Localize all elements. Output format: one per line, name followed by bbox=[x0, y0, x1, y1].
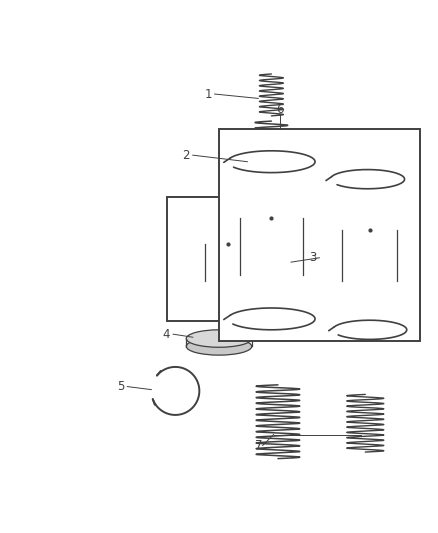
Text: 7: 7 bbox=[254, 439, 262, 452]
Text: 5: 5 bbox=[117, 380, 124, 393]
Ellipse shape bbox=[191, 207, 265, 226]
Ellipse shape bbox=[186, 330, 252, 348]
Bar bbox=[343, 230, 397, 281]
Ellipse shape bbox=[186, 338, 252, 355]
Text: 3: 3 bbox=[309, 251, 317, 264]
Ellipse shape bbox=[240, 209, 303, 228]
Bar bbox=[240, 219, 303, 275]
Ellipse shape bbox=[343, 222, 397, 238]
Text: 1: 1 bbox=[205, 87, 212, 101]
Bar bbox=[205, 244, 251, 281]
Bar bbox=[166, 197, 289, 321]
Ellipse shape bbox=[203, 300, 253, 312]
Ellipse shape bbox=[201, 209, 254, 223]
Text: 6: 6 bbox=[276, 103, 284, 116]
Bar bbox=[219, 129, 420, 341]
Text: 4: 4 bbox=[163, 328, 170, 341]
Ellipse shape bbox=[343, 273, 397, 288]
Text: 2: 2 bbox=[183, 149, 190, 161]
Ellipse shape bbox=[205, 276, 251, 286]
Ellipse shape bbox=[205, 238, 251, 249]
Ellipse shape bbox=[240, 267, 303, 283]
Ellipse shape bbox=[193, 297, 263, 314]
